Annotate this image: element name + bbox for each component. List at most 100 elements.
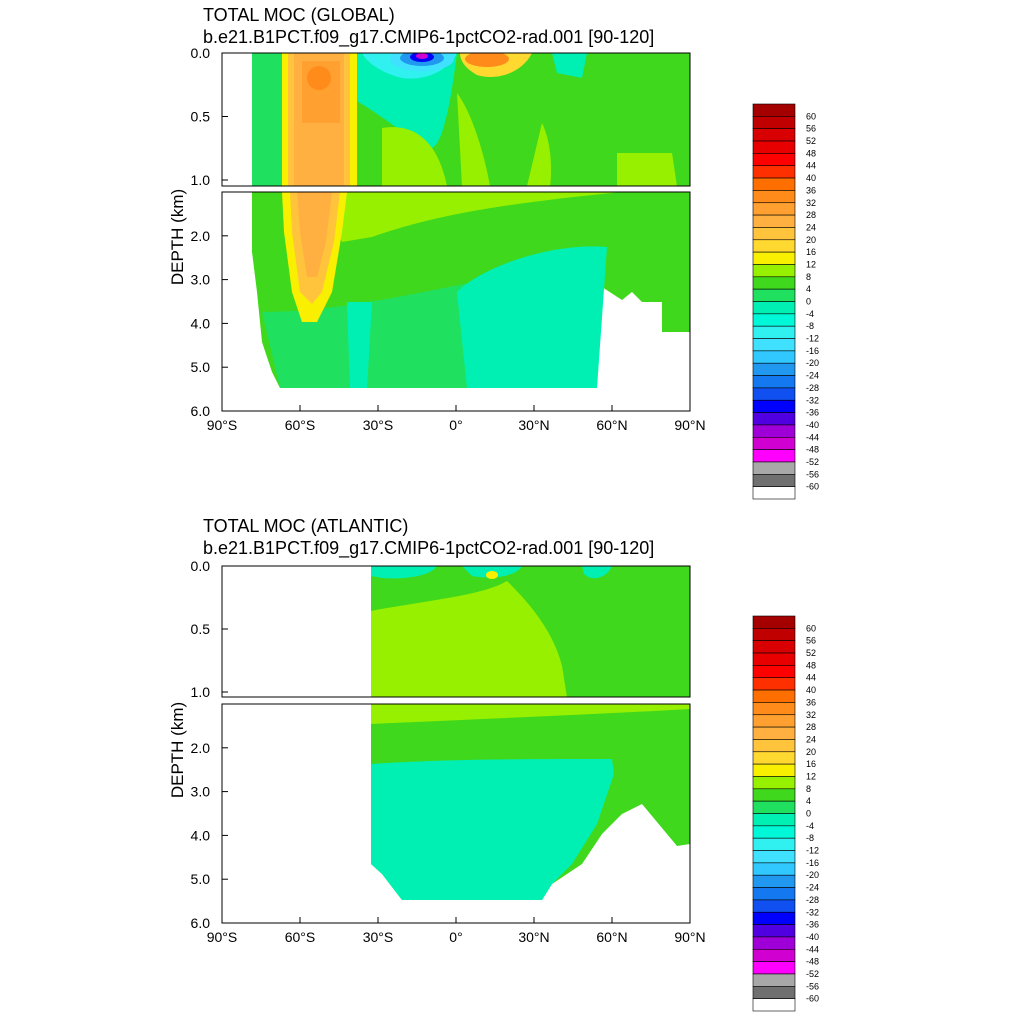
global-x-tick-label: 90°N [674,417,705,433]
atlantic-colorbar-label: 60 [806,623,816,633]
global-x-tick-label: 60°S [285,417,316,433]
global-colorbar-label: 44 [806,161,816,171]
global-colorbar-swatch [752,424,796,438]
global-colorbar-swatch [752,264,796,278]
global-colorbar-swatch [752,177,796,191]
atlantic-colorbar-label: 44 [806,673,816,683]
global-y-tick-label: 5.0 [191,359,211,375]
global-colorbar-swatch [752,251,796,265]
global-colorbar-label: -48 [806,445,819,455]
global-colorbar-swatch [752,375,796,389]
global-colorbar-swatch [752,338,796,352]
global-x-tick-label: 60°N [596,417,627,433]
global-colorbar-label: -40 [806,420,819,430]
global-colorbar-label: -24 [806,371,819,381]
global-upper-light-green-3 [527,123,552,186]
global-upper-pos-core [465,53,509,67]
global-panel: TOTAL MOC (GLOBAL) b.e21.B1PCT.f09_g17.C… [168,5,706,433]
global-colorbar-label: 56 [806,124,816,134]
global-colorbar-label: -28 [806,383,819,393]
global-y-tick-label: 4.0 [191,315,211,331]
global-colorbar-swatch [752,214,796,228]
global-colorbar-label: -52 [806,457,819,467]
global-colorbar-swatch [752,449,796,463]
atlantic-colorbar-swatch [752,751,796,765]
atlantic-colorbar-swatch [752,689,796,703]
global-colorbar-label: 40 [806,173,816,183]
global-colorbar-swatch [752,313,796,327]
global-colorbar-swatch [752,153,796,167]
atlantic-colorbar-swatch [752,788,796,802]
global-y-tick-label: 0.0 [191,45,211,61]
global-colorbar-label: 12 [806,259,816,269]
global-x-tick-label: 0° [449,417,462,433]
atlantic-colorbar-label: -16 [806,858,819,868]
atlantic-colorbar-label: 0 [806,809,811,819]
atlantic-colorbar-label: 4 [806,796,811,806]
global-x-tick-label: 30°N [518,417,549,433]
atlantic-colorbar-label: 40 [806,685,816,695]
global-colorbar-swatch [752,362,796,376]
global-colorbar-label: -56 [806,469,819,479]
global-lower-cyan-small [347,302,372,388]
atlantic-colorbar-label: -60 [806,994,819,1004]
atlantic-colorbar-swatch [752,726,796,740]
atlantic-colorbar-swatch [752,677,796,691]
global-colorbar-swatch [752,202,796,216]
atlantic-colorbar-swatch [752,615,796,629]
atlantic-colorbar-label: -24 [806,883,819,893]
atlantic-colorbar-label: 48 [806,660,816,670]
atlantic-colorbar-swatch [752,702,796,716]
global-colorbar-swatch [752,165,796,179]
atlantic-x-tick-label: 0° [449,929,462,945]
global-colorbar-swatch [752,399,796,413]
global-colorbar-label: 32 [806,198,816,208]
atlantic-y-tick-label: 0.5 [191,621,211,637]
atlantic-y-tick-label: 6.0 [191,915,211,931]
global-colorbar-label: -8 [806,321,814,331]
atlantic-colorbar-swatch [752,739,796,753]
atlantic-lower-light [371,704,690,724]
atlantic-lower-field [222,704,690,923]
global-colorbar-swatch [752,190,796,204]
global-colorbar-swatch [752,412,796,426]
atlantic-colorbar-swatch [752,628,796,641]
global-colorbar: 60565248444036322824201612840-4-8-12-16-… [752,103,819,500]
global-colorbar-swatch [752,288,796,302]
atlantic-y-tick-label: 0.0 [191,558,211,574]
global-colorbar-swatch [752,301,796,315]
atlantic-colorbar-swatch [752,887,796,901]
global-colorbar-label: -44 [806,432,819,442]
atlantic-colorbar-label: 56 [806,636,816,646]
atlantic-x-tick-label: 60°S [285,929,316,945]
atlantic-colorbar-label: 52 [806,648,816,658]
global-colorbar-swatch [752,128,796,142]
global-colorbar-label: 4 [806,284,811,294]
atlantic-x-tick-label: 90°S [207,929,238,945]
atlantic-colorbar-swatch [752,800,796,814]
global-colorbar-label: 48 [806,148,816,158]
atlantic-colorbar: 60565248444036322824201612840-4-8-12-16-… [752,615,819,1012]
global-colorbar-swatch [752,239,796,253]
atlantic-colorbar-label: -52 [806,969,819,979]
atlantic-colorbar-swatch [752,652,796,666]
global-colorbar-swatch [752,486,796,500]
atlantic-colorbar-label: -40 [806,932,819,942]
atlantic-colorbar-label: -20 [806,870,819,880]
global-colorbar-swatch [752,276,796,290]
atlantic-lower-cyan [371,759,614,900]
global-colorbar-label: -4 [806,309,814,319]
global-y-tick-label: 2.0 [191,228,211,244]
atlantic-axes: 90°S 60°S 30°S 0° 30°N 60°N 90°N 0.0 0.5 1.0 2.0 3.… [191,558,706,945]
atlantic-colorbar-label: 16 [806,759,816,769]
atlantic-colorbar-swatch [752,986,796,999]
global-lower-orange2 [297,192,332,277]
global-title: TOTAL MOC (GLOBAL) [203,5,395,25]
atlantic-colorbar-swatch [752,998,796,1012]
atlantic-colorbar-label: 28 [806,722,816,732]
atlantic-x-tick-label: 90°N [674,929,705,945]
atlantic-colorbar-label: 8 [806,784,811,794]
atlantic-upper-light [371,581,567,697]
global-colorbar-label: -20 [806,358,819,368]
